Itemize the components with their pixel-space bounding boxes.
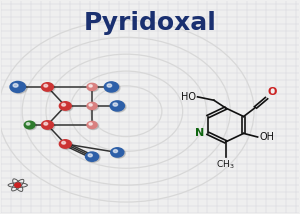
Circle shape	[60, 102, 73, 111]
Circle shape	[86, 153, 100, 162]
Circle shape	[87, 121, 97, 129]
Circle shape	[113, 103, 118, 106]
Circle shape	[113, 150, 118, 153]
Circle shape	[24, 121, 35, 129]
Circle shape	[44, 84, 48, 87]
Circle shape	[88, 122, 98, 129]
Text: N: N	[195, 128, 204, 138]
Circle shape	[59, 140, 71, 148]
Circle shape	[89, 85, 92, 87]
Text: OH: OH	[259, 132, 274, 142]
Circle shape	[88, 103, 98, 111]
Circle shape	[87, 102, 97, 110]
Circle shape	[41, 121, 53, 129]
Circle shape	[11, 82, 27, 94]
Circle shape	[107, 84, 112, 87]
Circle shape	[112, 148, 125, 158]
Circle shape	[89, 123, 92, 125]
Circle shape	[15, 183, 21, 187]
Circle shape	[111, 101, 126, 112]
Text: CH$_3$: CH$_3$	[217, 158, 235, 171]
Text: HO: HO	[181, 92, 196, 102]
Text: O: O	[268, 88, 278, 98]
Circle shape	[42, 83, 55, 92]
Text: Pyridoxal: Pyridoxal	[84, 11, 216, 35]
Circle shape	[105, 82, 120, 93]
Circle shape	[89, 104, 92, 106]
Circle shape	[25, 122, 36, 130]
Circle shape	[62, 103, 65, 106]
Circle shape	[111, 148, 124, 157]
Circle shape	[88, 154, 92, 157]
Circle shape	[10, 82, 26, 92]
Circle shape	[59, 102, 71, 110]
Circle shape	[60, 140, 73, 149]
Circle shape	[26, 123, 30, 125]
Circle shape	[85, 152, 99, 161]
Circle shape	[13, 84, 18, 87]
Circle shape	[44, 122, 48, 125]
Circle shape	[110, 101, 124, 111]
Circle shape	[42, 121, 55, 130]
Circle shape	[104, 82, 118, 92]
Circle shape	[41, 83, 53, 91]
Circle shape	[62, 141, 65, 144]
Circle shape	[88, 84, 98, 92]
Circle shape	[87, 83, 97, 91]
